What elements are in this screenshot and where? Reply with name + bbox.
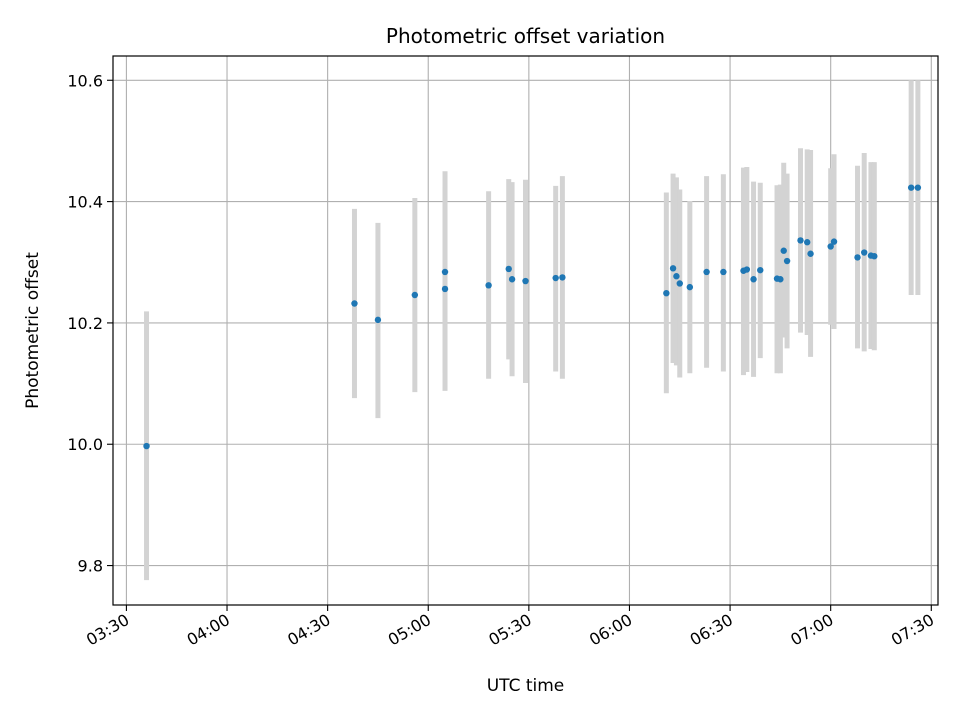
data-point [676,280,683,287]
y-tick-label: 10.4 [67,193,103,212]
y-tick-label: 10.0 [67,435,103,454]
data-point [351,300,358,307]
data-point [505,265,512,273]
y-axis-ticks: 9.8 10.0 10.2 10.4 10.6 [67,71,113,576]
x-axis-label: UTC time [487,676,565,696]
data-point [686,283,694,291]
y-tick-label: 9.8 [78,557,103,576]
data-point [750,276,757,283]
data-point [871,252,878,260]
data-point [673,273,680,280]
data-point [522,277,529,285]
data-point [663,289,670,297]
data-point [914,184,922,191]
data-point [703,268,710,276]
data-point [374,316,382,324]
data-point [861,249,868,256]
data-point [441,285,449,293]
data-point [508,276,516,283]
data-point [854,254,861,261]
data-point [777,276,784,283]
data-point [411,291,419,299]
data-point [757,266,764,274]
data-point [907,184,915,191]
data-point [783,257,791,265]
y-tick-label: 10.2 [67,314,103,333]
data-point [797,237,804,244]
data-point [669,265,677,272]
data-point [743,266,751,273]
data-point [830,238,838,245]
data-point [720,268,727,276]
data-point [441,268,449,276]
data-point [780,247,787,254]
y-axis-label: Photometric offset [23,252,43,409]
data-point [559,274,566,281]
data-point [804,239,811,246]
data-point [807,250,814,257]
data-point [143,442,150,450]
y-tick-label: 10.6 [67,71,103,90]
data-points [143,184,922,450]
data-point [827,243,834,250]
chart-title: Photometric offset variation [386,24,665,48]
plot-area-frame [112,55,939,606]
data-point [552,274,559,282]
data-point [485,282,492,289]
